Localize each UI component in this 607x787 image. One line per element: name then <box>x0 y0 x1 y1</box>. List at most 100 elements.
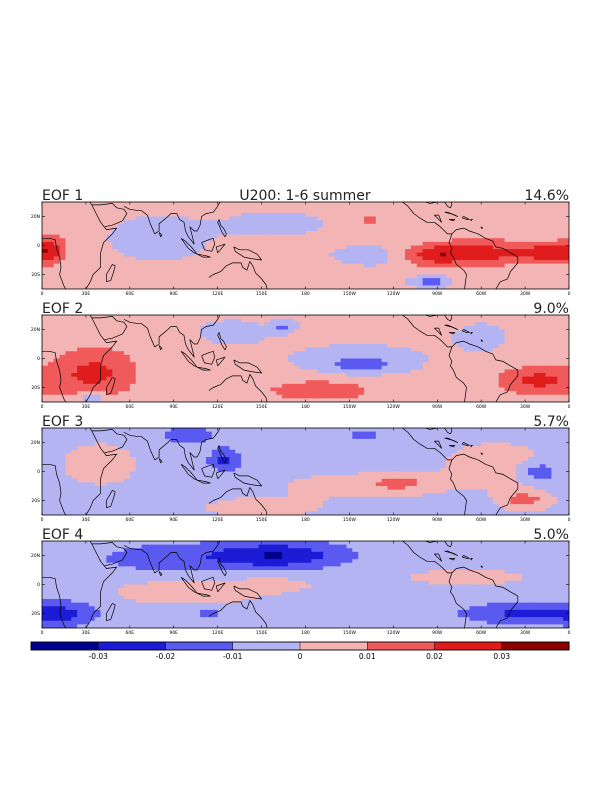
field-cell <box>299 428 307 433</box>
field-cell <box>369 380 377 385</box>
field-cell <box>528 344 535 349</box>
field-cell <box>498 369 506 374</box>
field-cell <box>194 263 201 268</box>
field-cell <box>264 209 271 214</box>
field-cell <box>141 376 148 381</box>
field-cell <box>176 442 184 447</box>
field-cell <box>112 398 119 402</box>
field-cell <box>340 212 348 218</box>
field-cell <box>229 325 236 331</box>
field-cell <box>88 227 96 232</box>
field-cell <box>47 318 55 323</box>
field-cell <box>153 442 160 447</box>
coastline <box>201 350 216 365</box>
field-cell <box>539 336 547 341</box>
field-cell <box>358 202 365 207</box>
field-cell <box>71 216 78 221</box>
coastline <box>470 219 473 222</box>
field-cell <box>211 383 219 389</box>
field-cell <box>475 365 482 370</box>
field-cell <box>381 387 389 392</box>
field-cell <box>545 260 553 265</box>
x-tick-label: 180 <box>301 404 310 410</box>
field-cell <box>422 267 430 272</box>
field-cell <box>446 278 453 283</box>
field-cell <box>100 252 108 257</box>
field-cell <box>410 383 418 389</box>
field-cell <box>235 245 242 250</box>
field-cell <box>311 245 318 250</box>
field-cell <box>522 216 529 221</box>
field-cell <box>311 234 318 239</box>
field-cell <box>211 270 219 276</box>
field-cell <box>53 329 61 334</box>
field-cell <box>328 369 336 374</box>
field-cell <box>504 234 512 239</box>
field-cell <box>135 223 143 228</box>
field-cell <box>82 202 90 207</box>
field-cell <box>364 202 371 207</box>
field-cell <box>475 234 482 239</box>
field-cell <box>434 446 441 451</box>
field-cell <box>551 223 558 228</box>
field-cell <box>205 369 213 374</box>
field-cell <box>533 380 541 385</box>
field-cell <box>434 391 441 396</box>
field-cell <box>422 234 430 239</box>
field-cell <box>440 322 447 327</box>
field-cell <box>47 365 55 370</box>
field-cell <box>381 373 389 378</box>
field-cell <box>434 376 441 381</box>
field-cell <box>223 387 230 392</box>
field-cell <box>176 362 184 367</box>
field-cell <box>551 325 558 331</box>
field-cell <box>235 270 242 276</box>
field-cell <box>252 391 260 396</box>
field-cell <box>270 391 277 396</box>
field-cell <box>42 387 49 392</box>
field-cell <box>82 428 90 433</box>
field-cell <box>510 431 517 436</box>
field-cell <box>563 351 569 356</box>
field-cell <box>422 383 430 389</box>
field-cell <box>387 383 394 389</box>
field-cell <box>293 387 301 392</box>
field-cell <box>170 376 178 381</box>
field-cell <box>100 376 108 381</box>
field-cell <box>211 241 219 247</box>
field-cell <box>475 281 482 286</box>
field-cell <box>270 231 277 236</box>
field-cell <box>211 365 219 370</box>
field-cell <box>94 274 102 279</box>
field-cell <box>188 212 195 218</box>
field-cell <box>492 209 500 214</box>
field-cell <box>293 438 301 444</box>
field-cell <box>153 205 160 210</box>
field-cell <box>510 383 517 389</box>
field-cell <box>510 347 517 352</box>
field-cell <box>42 209 49 214</box>
field-cell <box>205 241 213 247</box>
field-cell <box>492 278 500 283</box>
field-cell <box>399 223 406 228</box>
field-cell <box>311 428 318 433</box>
field-cell <box>416 347 424 352</box>
field-cell <box>129 398 137 402</box>
field-cell <box>182 344 189 349</box>
field-cell <box>241 252 248 257</box>
field-cell <box>182 383 189 389</box>
field-cell <box>258 365 266 370</box>
field-cell <box>416 365 424 370</box>
field-cell <box>88 376 96 381</box>
field-cell <box>323 220 330 225</box>
field-cell <box>328 220 336 225</box>
field-cell <box>159 281 166 286</box>
field-cell <box>492 281 500 286</box>
field-cell <box>539 340 547 345</box>
field-cell <box>252 238 260 243</box>
field-cell <box>170 315 178 320</box>
field-cell <box>305 238 312 243</box>
field-cell <box>164 329 172 334</box>
field-cell <box>487 442 494 447</box>
field-cell <box>498 245 506 250</box>
